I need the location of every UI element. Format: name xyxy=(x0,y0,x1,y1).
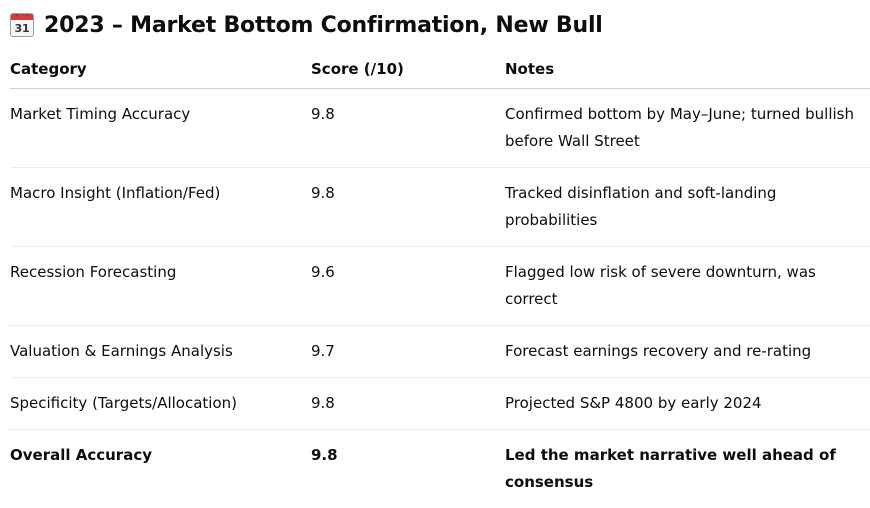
table-row: Macro Insight (Inflation/Fed) 9.8 Tracke… xyxy=(10,168,870,247)
cell-notes: Projected S&P 4800 by early 2024 xyxy=(505,378,870,430)
cell-category: Market Timing Accuracy xyxy=(10,89,311,168)
cell-score: 9.6 xyxy=(311,247,505,326)
table-row: Valuation & Earnings Analysis 9.7 Foreca… xyxy=(10,326,870,378)
table-row: Recession Forecasting 9.6 Flagged low ri… xyxy=(10,247,870,326)
cell-score: 9.7 xyxy=(311,326,505,378)
column-header-category: Category xyxy=(10,50,311,89)
table-row: Market Timing Accuracy 9.8 Confirmed bot… xyxy=(10,89,870,168)
calendar-icon: 31 xyxy=(10,13,34,37)
cell-score: 9.8 xyxy=(311,430,505,508)
cell-score: 9.8 xyxy=(311,168,505,247)
table-header-row: Category Score (/10) Notes xyxy=(10,50,870,89)
cell-notes: Forecast earnings recovery and re-rating xyxy=(505,326,870,378)
cell-category: Macro Insight (Inflation/Fed) xyxy=(10,168,311,247)
cell-notes: Tracked disinflation and soft-landing pr… xyxy=(505,168,870,247)
cell-category: Specificity (Targets/Allocation) xyxy=(10,378,311,430)
accuracy-table: Category Score (/10) Notes Market Timing… xyxy=(10,50,870,508)
column-header-notes: Notes xyxy=(505,50,870,89)
cell-category: Valuation & Earnings Analysis xyxy=(10,326,311,378)
table-row-overall: Overall Accuracy 9.8 Led the market narr… xyxy=(10,430,870,508)
page-title: 31 2023 – Market Bottom Confirmation, Ne… xyxy=(10,0,870,50)
table-row: Specificity (Targets/Allocation) 9.8 Pro… xyxy=(10,378,870,430)
column-header-score: Score (/10) xyxy=(311,50,505,89)
cell-notes: Flagged low risk of severe downturn, was… xyxy=(505,247,870,326)
cell-category: Recession Forecasting xyxy=(10,247,311,326)
cell-score: 9.8 xyxy=(311,89,505,168)
cell-category: Overall Accuracy xyxy=(10,430,311,508)
cell-score: 9.8 xyxy=(311,378,505,430)
cell-notes: Confirmed bottom by May–June; turned bul… xyxy=(505,89,870,168)
cell-notes: Led the market narrative well ahead of c… xyxy=(505,430,870,508)
document-content: 31 2023 – Market Bottom Confirmation, Ne… xyxy=(10,0,870,508)
page-title-text: 2023 – Market Bottom Confirmation, New B… xyxy=(44,13,603,38)
